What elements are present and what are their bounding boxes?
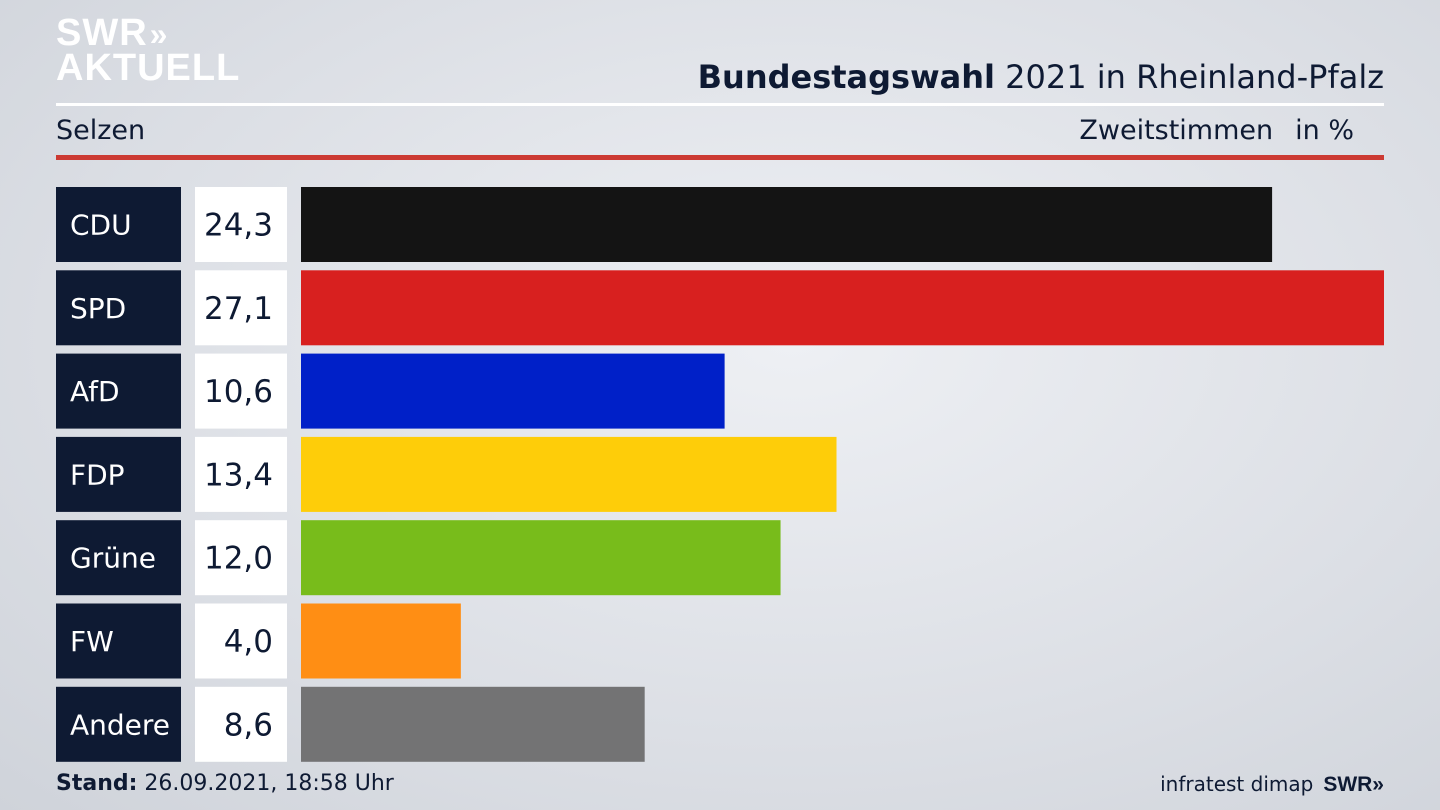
party-label-box-fw <box>56 603 181 679</box>
stand-label: Stand: <box>56 771 138 796</box>
bar-gr-ne <box>301 520 781 596</box>
accent-divider <box>56 155 1384 160</box>
party-label-fw: FW <box>70 625 114 658</box>
bar-fdp <box>301 436 837 512</box>
title-rest: 2021 in Rheinland-Pfalz <box>995 58 1384 96</box>
logo-aktuell: AKTUELL <box>56 47 241 89</box>
source-text: infratest dimap <box>1160 772 1314 796</box>
value-box-spd <box>195 270 287 346</box>
page-title: Bundestagswahl 2021 in Rheinland-Pfalz <box>698 58 1384 96</box>
party-label-box-fdp <box>56 436 181 512</box>
value-box-gr-ne <box>195 520 287 596</box>
value-label-afd: 10,6 <box>204 374 273 410</box>
party-label-andere: Andere <box>70 708 170 741</box>
bar-fw <box>301 603 461 679</box>
bar-spd <box>301 270 1384 346</box>
title-bold: Bundestagswahl <box>697 58 995 96</box>
municipality-label: Selzen <box>56 115 146 146</box>
header-divider <box>56 103 1384 106</box>
timestamp: Stand: 26.09.2021, 18:58 Uhr <box>56 771 394 796</box>
bar-andere <box>301 686 645 762</box>
party-label-afd: AfD <box>70 375 120 408</box>
logo-swr: SWR <box>56 12 148 54</box>
party-label-box-cdu <box>56 187 181 262</box>
stand-value: 26.09.2021, 18:58 Uhr <box>137 771 394 796</box>
party-label-cdu: CDU <box>70 209 132 242</box>
value-box-afd <box>195 353 287 429</box>
party-label-spd: SPD <box>70 292 126 325</box>
value-label-fw: 4,0 <box>224 624 273 660</box>
value-label-fdp: 13,4 <box>204 457 273 493</box>
swr-footer-logo: SWR» <box>1323 773 1384 796</box>
party-label-gr-ne: Grüne <box>70 542 156 575</box>
source-credit: infratest dimap SWR» <box>1160 772 1384 797</box>
party-label-box-andere <box>56 686 181 762</box>
value-label-cdu: 24,3 <box>204 208 273 244</box>
value-box-cdu <box>195 187 287 262</box>
swr-aktuell-logo: SWR» AKTUELL <box>56 14 241 89</box>
party-label-box-gr-ne <box>56 520 181 596</box>
party-label-box-spd <box>56 270 181 346</box>
measure-unit: in % <box>1295 115 1354 146</box>
value-box-andere <box>195 686 287 762</box>
party-label-fdp: FDP <box>70 458 125 491</box>
value-label-spd: 27,1 <box>204 291 273 327</box>
measure-name: Zweitstimmen <box>1079 115 1274 146</box>
value-box-fw <box>195 603 287 679</box>
value-box-fdp <box>195 436 287 512</box>
value-label-andere: 8,6 <box>224 707 273 743</box>
party-label-box-afd <box>56 353 181 429</box>
value-label-gr-ne: 12,0 <box>204 541 273 577</box>
measure-label: Zweitstimmen in % <box>1079 115 1354 146</box>
bar-cdu <box>301 187 1273 262</box>
bar-afd <box>301 353 725 429</box>
